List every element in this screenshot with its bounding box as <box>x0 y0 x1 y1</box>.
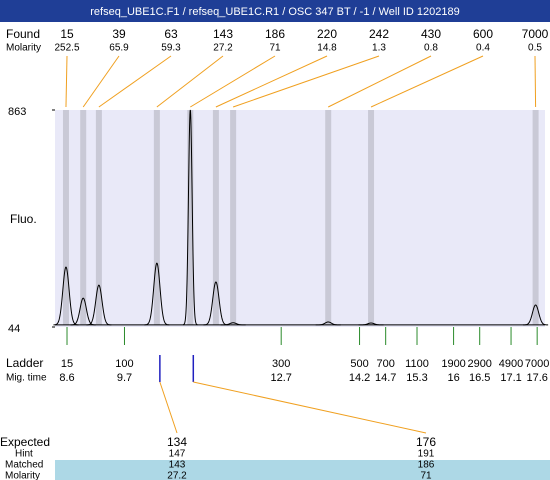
ladder-migtime: 17.1 <box>500 372 521 384</box>
found-size: 7000 <box>522 27 549 41</box>
peak-band <box>230 110 237 325</box>
found-molarity: 14.8 <box>317 43 337 54</box>
ladder-migtime: 14.7 <box>375 372 396 384</box>
peak <box>315 321 341 326</box>
found-molarity: 0.4 <box>476 43 490 54</box>
expected-size: 134 <box>167 435 187 449</box>
hint-size: 191 <box>418 449 435 460</box>
ladder-size: 500 <box>350 358 368 370</box>
ladder-size: 1900 <box>441 358 465 370</box>
migtime-label: Mig. time <box>6 373 47 384</box>
found-size: 15 <box>60 27 74 41</box>
found-molarity: 252.5 <box>54 43 79 54</box>
found-connector <box>534 55 537 108</box>
found-size: 430 <box>421 27 441 41</box>
found-connector <box>65 55 68 108</box>
found-label: Found <box>6 27 40 41</box>
expected-molarity-label: Molarity <box>5 471 40 480</box>
found-molarity: 71 <box>269 43 281 54</box>
ladder-migtime: 17.6 <box>526 372 547 384</box>
expected-size: 176 <box>416 435 436 449</box>
peak <box>70 297 96 326</box>
ladder-migtime: 9.7 <box>117 372 132 384</box>
peak <box>358 322 384 326</box>
ladder-migtime: 8.6 <box>59 372 74 384</box>
matched-molarity: 71 <box>420 471 432 480</box>
found-connector <box>156 55 224 108</box>
peak <box>523 304 549 326</box>
peak-band <box>80 110 87 325</box>
peak <box>203 281 229 326</box>
molarity-label: Molarity <box>6 43 41 54</box>
peak <box>53 266 79 326</box>
found-size: 39 <box>112 27 126 41</box>
plot-area <box>55 110 545 327</box>
peak-band <box>325 110 332 325</box>
found-connector <box>82 55 120 108</box>
peak-band <box>95 110 102 325</box>
found-connector <box>327 55 432 108</box>
y-tick-label: 44 <box>8 323 20 335</box>
ladder-size: 15 <box>61 358 73 370</box>
hint-size: 147 <box>169 449 186 460</box>
matched-size: 186 <box>418 460 435 471</box>
found-connector <box>98 55 172 108</box>
peak-band <box>368 110 375 325</box>
ladder-label: Ladder <box>6 356 43 370</box>
peak-band <box>62 110 69 325</box>
found-connector <box>215 55 328 108</box>
found-molarity: 27.2 <box>213 43 233 54</box>
peak-band <box>212 110 219 325</box>
found-size: 63 <box>164 27 178 41</box>
peak <box>220 322 246 326</box>
ladder-size: 1100 <box>405 358 429 370</box>
match-connector <box>193 381 427 434</box>
peak-band <box>187 110 194 325</box>
peak-band <box>532 110 539 325</box>
found-size: 220 <box>317 27 337 41</box>
found-molarity: 1.3 <box>372 43 386 54</box>
y-tick-label: 863 <box>8 106 26 118</box>
ladder-size: 100 <box>115 358 133 370</box>
ladder-size: 2900 <box>467 358 491 370</box>
found-molarity: 59.3 <box>161 43 181 54</box>
peak <box>182 109 198 326</box>
expected-label: Expected <box>0 435 50 449</box>
found-size: 143 <box>213 27 233 41</box>
title-bar <box>0 0 550 22</box>
found-size: 600 <box>473 27 493 41</box>
peak <box>144 262 170 326</box>
found-molarity: 0.5 <box>528 43 542 54</box>
matched-size: 143 <box>169 460 186 471</box>
ladder-size: 700 <box>376 358 394 370</box>
hint-label: Hint <box>15 449 33 460</box>
found-connector <box>370 55 484 108</box>
peak-band <box>153 110 160 325</box>
found-size: 186 <box>265 27 285 41</box>
ladder-migtime: 16.5 <box>469 372 490 384</box>
found-molarity: 65.9 <box>109 43 129 54</box>
found-connector <box>190 55 276 108</box>
found-size: 242 <box>369 27 389 41</box>
found-connector <box>232 55 380 108</box>
ladder-migtime: 14.2 <box>349 372 370 384</box>
ladder-migtime: 12.7 <box>270 372 291 384</box>
title: refseq_UBE1C.F1 / refseq_UBE1C.R1 / OSC … <box>90 6 460 18</box>
ladder-migtime: 15.3 <box>406 372 427 384</box>
matched-band <box>55 460 550 480</box>
found-molarity: 0.8 <box>424 43 438 54</box>
y-label: Fluo. <box>10 212 37 226</box>
peak <box>86 284 112 326</box>
ladder-size: 4900 <box>499 358 523 370</box>
ladder-size: 300 <box>272 358 290 370</box>
matched-molarity: 27.2 <box>167 471 187 480</box>
matched-label: Matched <box>5 460 43 471</box>
ladder-migtime: 16 <box>447 372 459 384</box>
ladder-size: 7000 <box>525 358 549 370</box>
match-connector <box>159 381 178 434</box>
